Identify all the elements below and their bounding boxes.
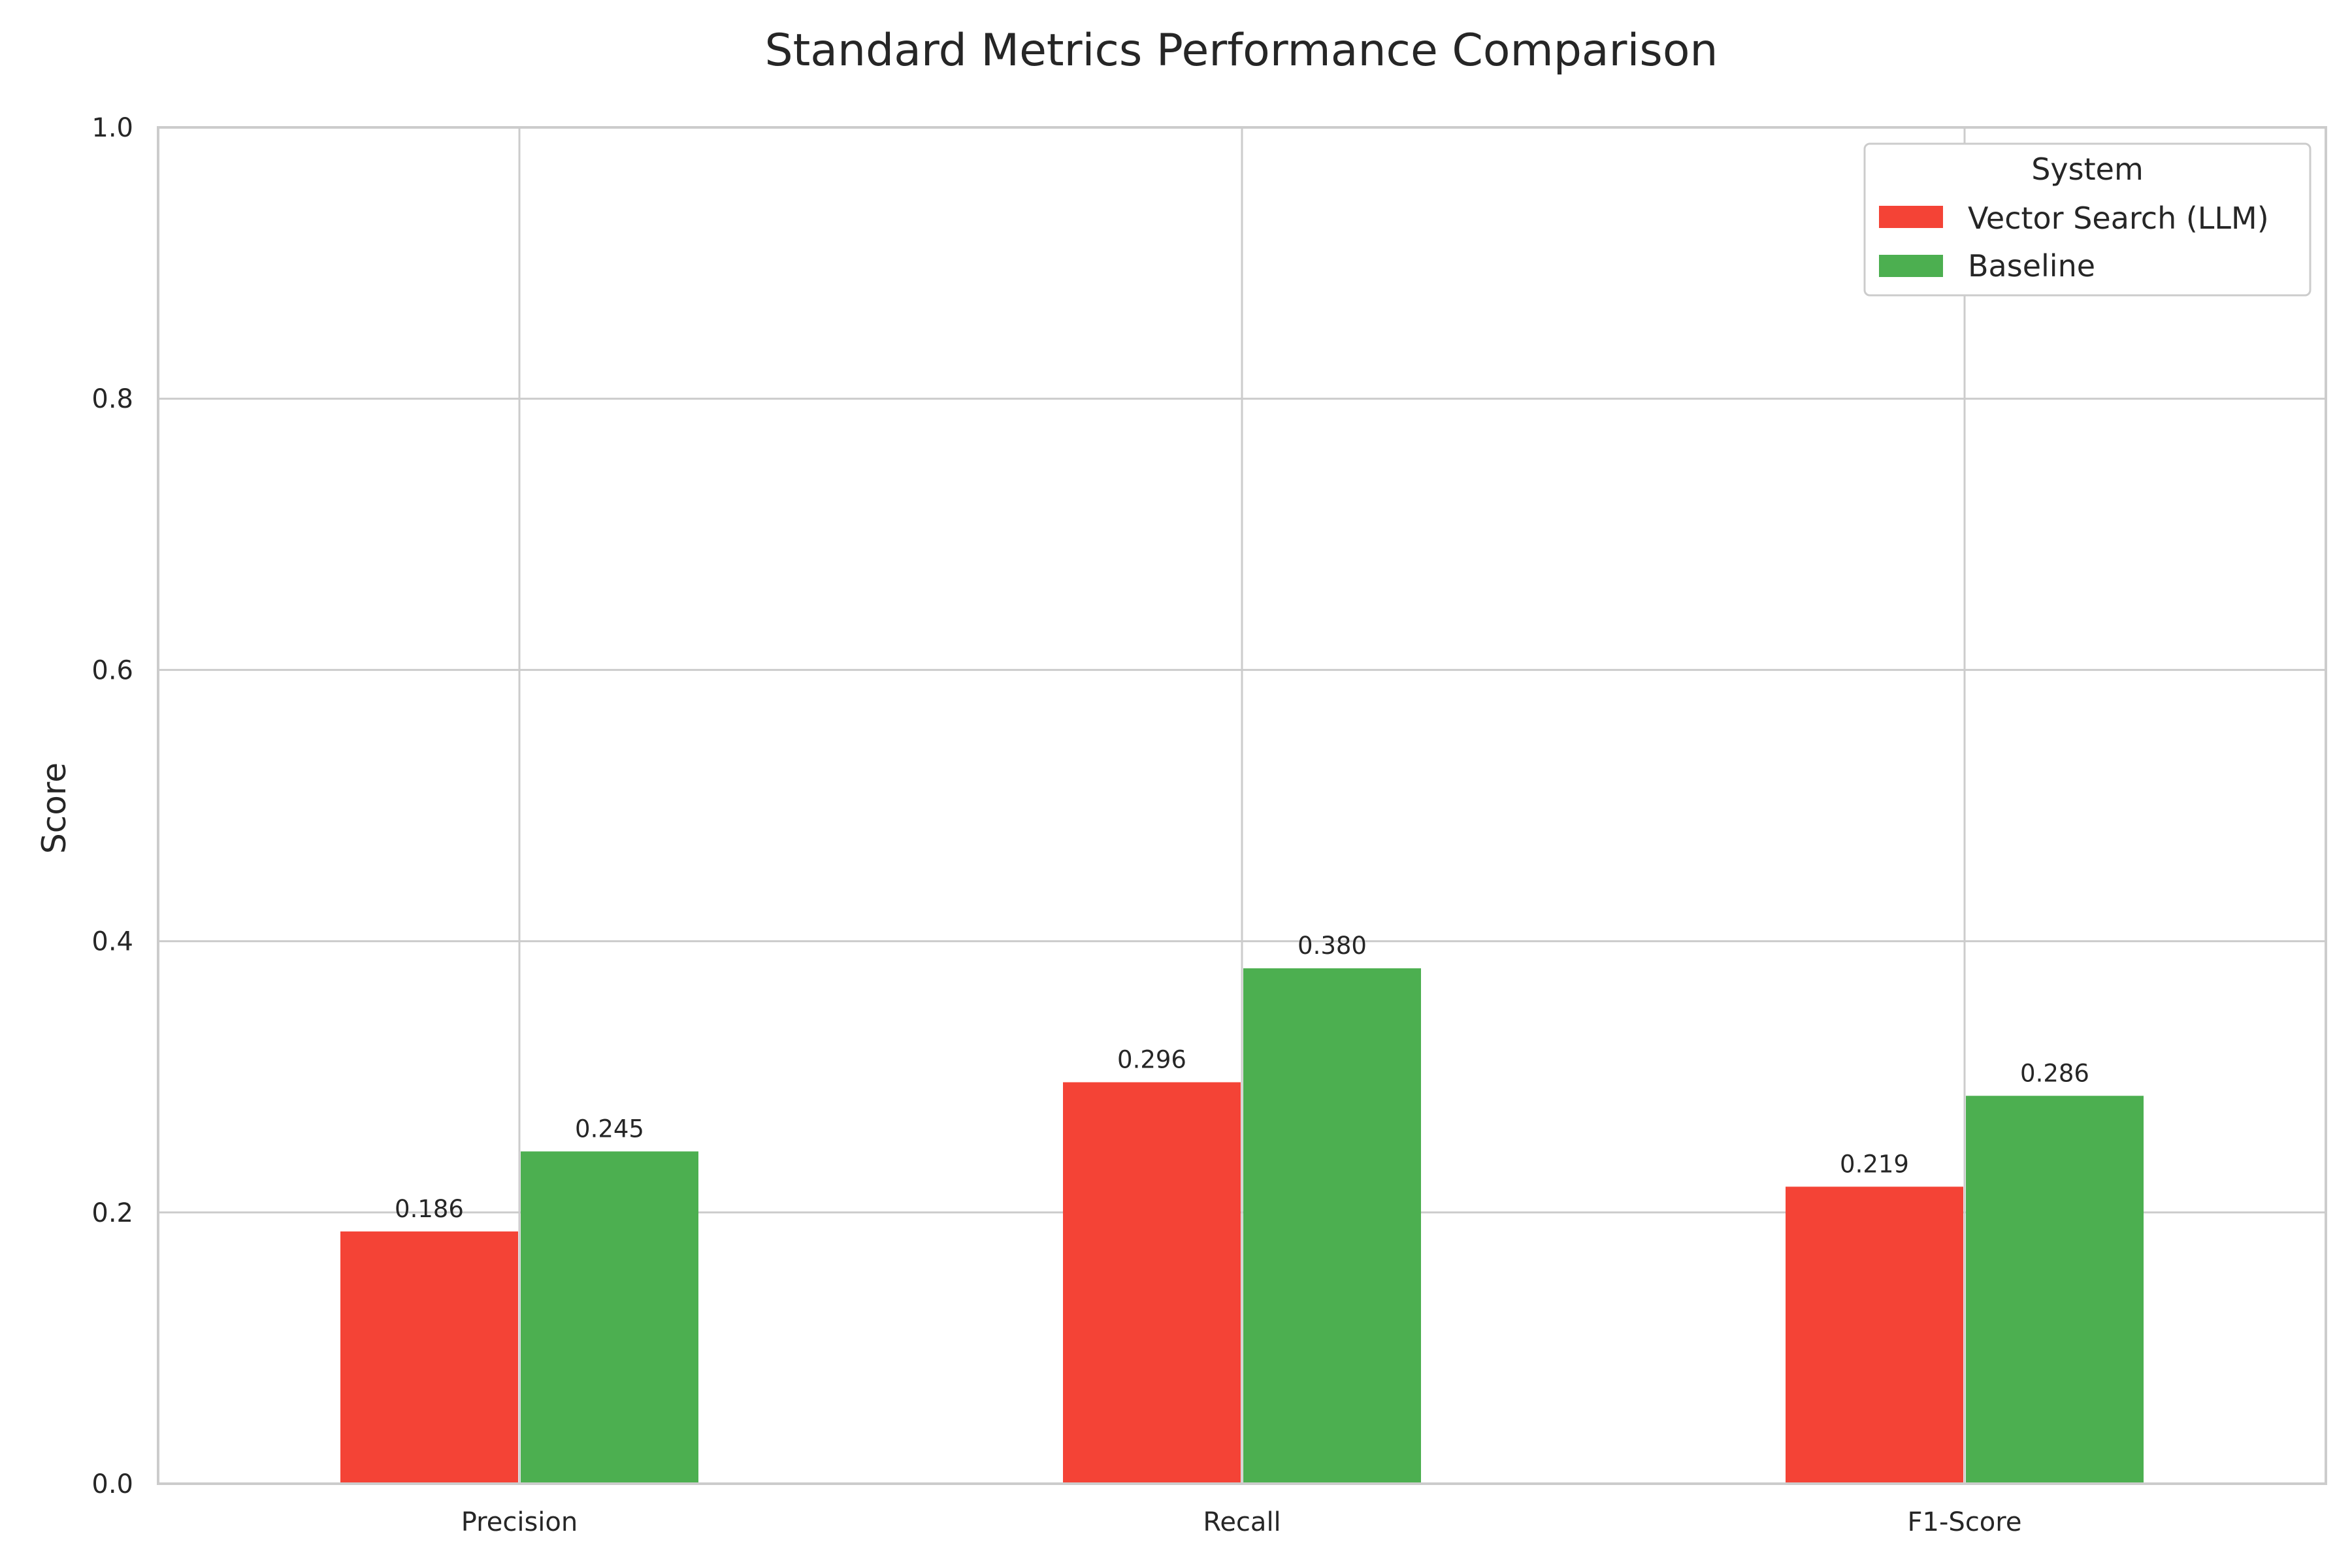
- bar-value-label: 0.380: [1298, 932, 1367, 960]
- legend-swatch-baseline: [1879, 255, 1943, 277]
- legend-box: [1863, 142, 2311, 297]
- bar-value-label: 0.286: [2020, 1059, 2089, 1087]
- legend-label-baseline: Baseline: [1968, 248, 2095, 284]
- x-tick-label: Recall: [1203, 1507, 1281, 1537]
- y-tick-label: 1.0: [91, 113, 133, 143]
- legend-title: System: [2031, 152, 2144, 187]
- plot-frame: [157, 126, 2327, 1485]
- x-tick-label: F1-Score: [1908, 1507, 2022, 1537]
- bar: [1966, 1096, 2144, 1484]
- axis-ticks: 0.0 0.2 0.4 0.6 0.8 1.0 Precision Recall F1-Scor…: [91, 113, 2021, 1537]
- bar: [521, 1151, 698, 1484]
- bar-value-label: 0.219: [1840, 1150, 1909, 1178]
- bar-value-label: 0.245: [575, 1115, 644, 1143]
- bar: [1063, 1082, 1241, 1484]
- chart-title: Standard Metrics Performance Comparison: [764, 25, 1718, 76]
- x-tick-label: Precision: [461, 1507, 578, 1537]
- y-axis-label: Score: [35, 762, 73, 854]
- legend-label-vector-search: Vector Search (LLM): [1968, 201, 2269, 236]
- bar: [340, 1231, 518, 1484]
- y-tick-label: 0.4: [91, 927, 133, 957]
- y-tick-label: 0.0: [91, 1469, 133, 1499]
- bar: [1786, 1186, 1963, 1484]
- legend: System Vector Search (LLM) Baseline: [1863, 142, 2311, 297]
- legend-swatch-vector-search: [1879, 206, 1943, 228]
- y-tick-label: 0.8: [91, 384, 133, 414]
- bar: [1243, 968, 1421, 1484]
- bar-value-label: 0.186: [395, 1195, 464, 1223]
- bars: 0.186 0.296 0.219 0.245 0.380 0.286: [340, 932, 2144, 1484]
- bar-value-label: 0.296: [1117, 1046, 1186, 1074]
- y-tick-label: 0.6: [91, 655, 133, 685]
- y-tick-label: 0.2: [91, 1198, 133, 1228]
